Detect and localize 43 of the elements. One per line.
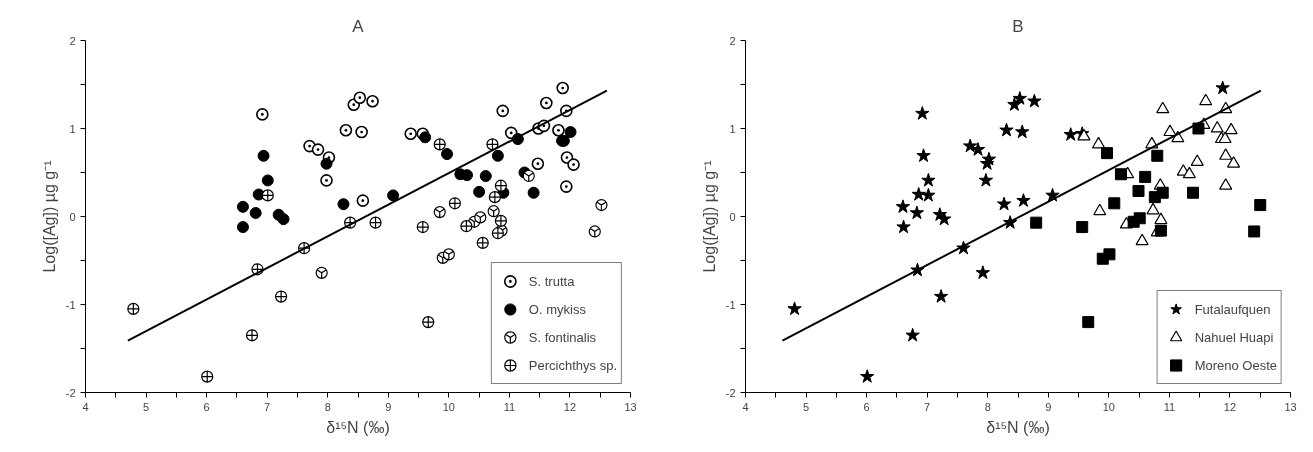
x-tick-label: 12 <box>1223 400 1237 413</box>
y-tick-label: -1 <box>725 298 736 311</box>
legend-label: Moreno Oeste <box>1194 356 1277 375</box>
chart-title: B <box>1012 16 1024 36</box>
y-tick-label: 0 <box>729 210 736 223</box>
legend-label: S. fontinalis <box>528 328 597 347</box>
y-tick-label: -1 <box>65 298 76 311</box>
x-tick-label: 13 <box>624 400 637 413</box>
y-tick-label: 1 <box>69 122 76 135</box>
x-tick-label: 5 <box>143 400 150 413</box>
x-tick-label: 7 <box>924 400 931 413</box>
y-tick-label: 1 <box>729 122 736 135</box>
legend-label: Percichthys sp. <box>528 356 617 375</box>
y-tick-label: 0 <box>69 210 76 223</box>
x-tick-label: 11 <box>503 400 516 413</box>
x-tick-label: 7 <box>264 400 271 413</box>
y-tick-label: -2 <box>725 386 736 399</box>
x-axis-title: δ¹⁵N (‰) <box>986 418 1050 436</box>
x-tick-label: 5 <box>803 400 810 413</box>
chart-title: A <box>352 16 365 36</box>
x-tick-label: 4 <box>742 400 749 413</box>
x-tick-label: 12 <box>563 400 577 413</box>
legend-label: O. mykiss <box>528 300 586 319</box>
x-tick-label: 6 <box>203 400 210 413</box>
x-tick-label: 4 <box>82 400 89 413</box>
x-tick-label: 10 <box>442 400 455 413</box>
y-axis-title: Log([Ag]) µg g⁻¹ <box>700 160 718 273</box>
x-tick-label: 6 <box>863 400 870 413</box>
y-axis-title: Log([Ag]) µg g⁻¹ <box>40 160 58 273</box>
x-tick-label: 10 <box>1102 400 1115 413</box>
x-tick-label: 11 <box>1163 400 1176 413</box>
x-tick-label: 8 <box>984 400 991 413</box>
legend-label: Futalaufquen <box>1194 300 1271 319</box>
x-tick-label: 9 <box>1045 400 1052 413</box>
x-tick-label: 13 <box>1284 400 1297 413</box>
y-tick-label: -2 <box>65 386 76 399</box>
x-tick-label: 8 <box>324 400 331 413</box>
legend-label: S. trutta <box>528 272 575 291</box>
legend-label: Nahuel Huapi <box>1194 328 1274 347</box>
y-tick-label: 2 <box>729 34 736 47</box>
x-axis-title: δ¹⁵N (‰) <box>326 418 390 436</box>
y-tick-label: 2 <box>69 34 76 47</box>
x-tick-label: 9 <box>385 400 392 413</box>
